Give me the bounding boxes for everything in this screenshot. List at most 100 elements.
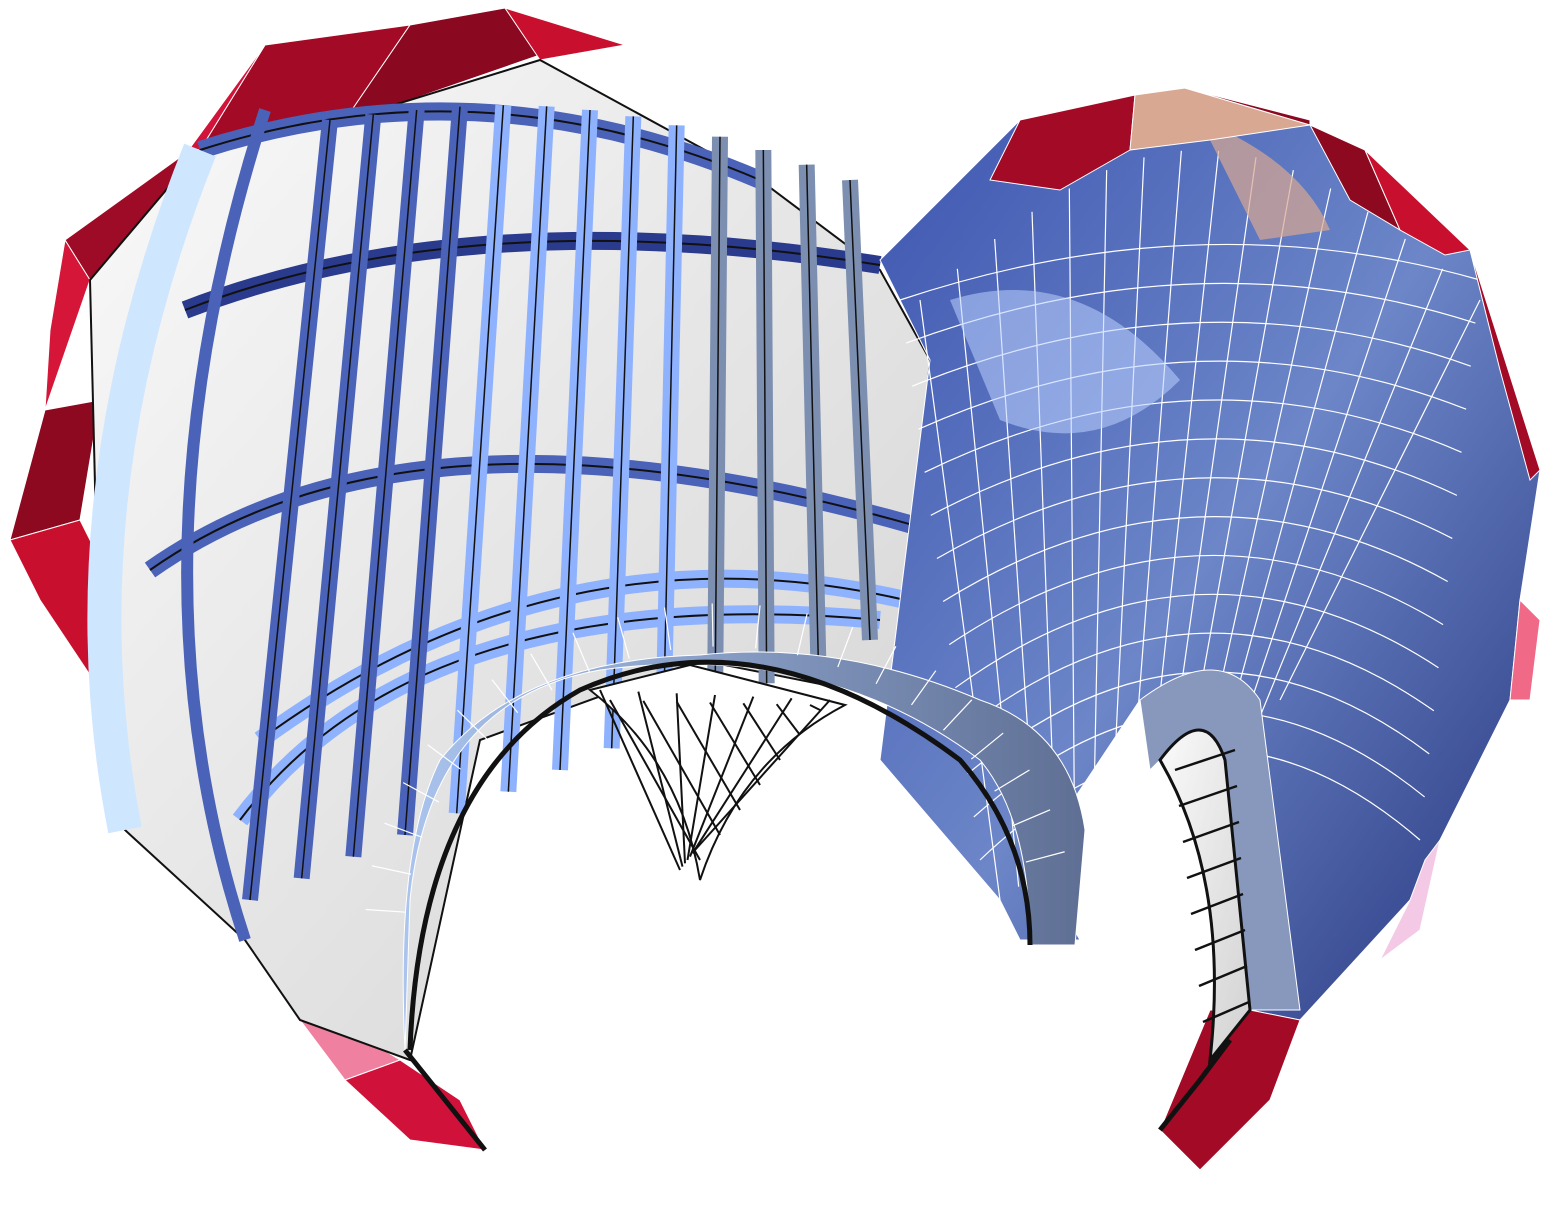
arch-seg — [837, 626, 854, 668]
rib-radial-edge — [714, 136, 721, 706]
net-rib — [686, 694, 716, 861]
net-rib — [637, 691, 684, 867]
arch-seg — [384, 822, 423, 838]
rib-radial-edge — [352, 109, 418, 857]
outer-band — [87, 143, 216, 834]
arch-seg — [371, 865, 412, 875]
net-rib — [691, 697, 793, 854]
panel-line — [1260, 268, 1444, 714]
panel-line — [1223, 211, 1369, 741]
net-rib — [809, 704, 821, 711]
main-arch-edge — [407, 659, 1033, 1051]
right-arch — [1139, 669, 1301, 1065]
panel-ring — [924, 399, 1462, 473]
rim-panel — [989, 94, 1136, 191]
rib-radial-edge — [455, 105, 505, 814]
arch-seg — [491, 679, 519, 714]
rim-panel — [1469, 249, 1541, 481]
arch-seg — [754, 605, 761, 649]
panel-line — [1242, 238, 1406, 727]
main-arch-segments — [365, 603, 1065, 913]
rim-panel — [343, 7, 541, 121]
arch-rib — [1182, 820, 1240, 844]
rib-radial-edge — [805, 164, 820, 662]
panel-line — [919, 299, 1001, 901]
rib-radial-edge — [300, 114, 375, 879]
panel-ring — [955, 593, 1439, 689]
net-rib — [742, 702, 781, 761]
rib-radial-edge — [559, 109, 591, 771]
net-rib — [675, 693, 686, 864]
rim-panel — [1129, 87, 1311, 151]
panel-line — [1130, 150, 1182, 807]
main-arch — [365, 603, 1232, 1152]
arch-seg — [970, 732, 1004, 760]
right-rim — [989, 87, 1541, 1171]
rim-panel — [344, 1059, 486, 1151]
rim-panel — [1379, 839, 1441, 961]
right-arch-inner — [1158, 728, 1252, 1065]
right-arch-ribs — [1174, 748, 1250, 1024]
panel-ring — [948, 554, 1444, 646]
net-rib — [609, 699, 701, 861]
main-arch-face — [402, 651, 1086, 1051]
panel-line — [1092, 170, 1108, 834]
arch-seg — [875, 646, 897, 685]
arch-seg — [711, 603, 714, 647]
rib-radial-edge — [662, 125, 678, 727]
arch-seg — [530, 653, 553, 691]
panel-ring — [899, 243, 1481, 301]
arch-rib — [1202, 1000, 1250, 1024]
net-rib — [599, 689, 681, 871]
arch-rib — [1174, 748, 1236, 772]
net-rib — [675, 701, 741, 811]
panel-line — [1068, 188, 1076, 847]
arch-seg — [572, 632, 591, 673]
net-rib — [689, 696, 755, 858]
arch-rib — [1178, 784, 1238, 808]
rib-ring-edge — [239, 613, 881, 821]
arch-seg — [1025, 851, 1065, 863]
arch-seg — [663, 607, 672, 651]
left-rib-grid — [87, 102, 933, 942]
arch-seg — [617, 617, 630, 659]
arch-rib — [1194, 928, 1246, 952]
arch-seg — [942, 699, 973, 731]
panel-ring — [961, 632, 1435, 732]
net-rib — [694, 699, 831, 851]
arch-rib — [1190, 892, 1244, 916]
arch-seg — [994, 769, 1030, 792]
net-rib — [775, 703, 801, 736]
rim-panel — [1184, 87, 1311, 126]
highlight-patch — [950, 290, 1180, 434]
right-panel-grid — [899, 120, 1481, 901]
right-foot-edge — [1158, 1038, 1232, 1132]
panel-ring — [930, 438, 1458, 516]
panel-line — [1111, 157, 1145, 821]
panel-ring — [936, 477, 1453, 559]
rib-radial-edge — [762, 149, 768, 684]
rib-radial-edge — [610, 116, 635, 749]
rim-panel — [9, 399, 101, 541]
arch-rib — [1186, 856, 1242, 880]
left-foot-edge — [403, 1048, 487, 1152]
arch-rib — [1198, 964, 1248, 988]
rim-panel — [1509, 598, 1541, 701]
rib-radial-edge — [849, 179, 871, 641]
panel-line — [1279, 299, 1481, 701]
cross-vault — [587, 663, 848, 881]
panel-ring — [942, 516, 1448, 603]
arch-seg — [427, 744, 461, 770]
arch-seg — [402, 782, 440, 803]
rib-radial-edge — [404, 106, 461, 836]
arch-seg — [911, 670, 937, 706]
arch-seg — [796, 613, 808, 656]
rib-radial-edge — [507, 106, 548, 792]
peach-patch — [1200, 120, 1330, 240]
rim-panel — [503, 7, 626, 61]
panel-line — [1204, 188, 1332, 754]
arch-seg — [1012, 809, 1051, 827]
rim-panel — [1364, 149, 1472, 256]
